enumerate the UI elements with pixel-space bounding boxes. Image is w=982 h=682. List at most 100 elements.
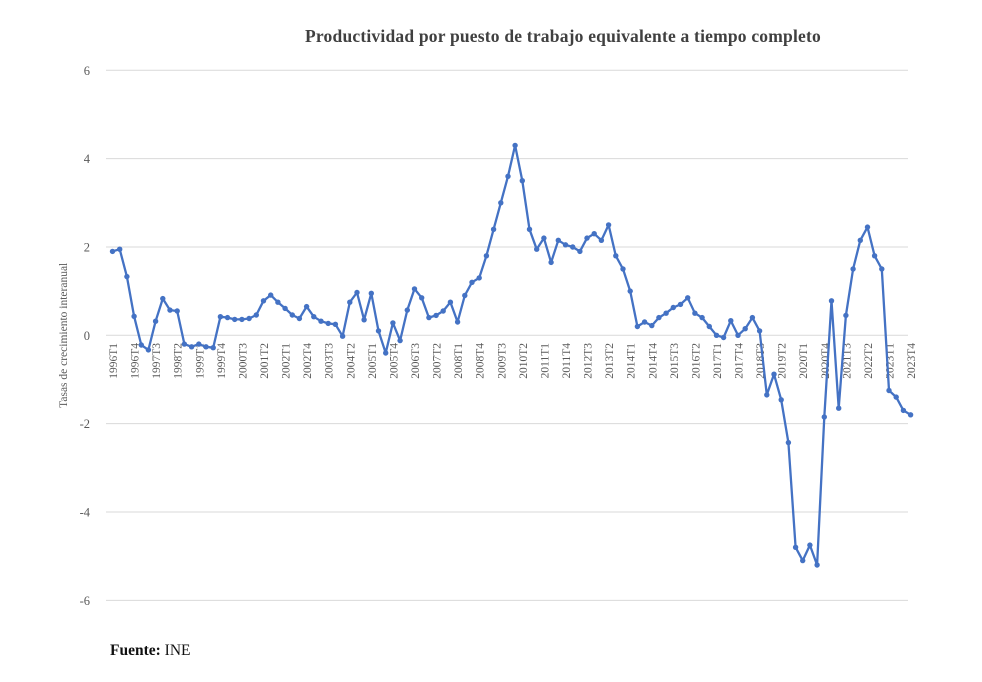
x-tick-label: 2014T4 [647,343,659,379]
data-point [685,295,691,301]
data-point [325,320,331,327]
data-point [498,200,504,206]
y-axis-title: Tasas de crecimiento interanual [58,263,70,408]
data-point [584,235,590,241]
data-point [311,314,317,320]
source-note: Fuente: INE [110,642,191,660]
data-point [483,253,490,259]
data-point [454,319,461,325]
data-point [354,289,360,296]
data-point [519,178,525,184]
data-point [117,246,123,252]
data-point [433,312,439,319]
data-point [656,314,662,321]
data-point [800,557,806,564]
data-point [843,312,849,319]
data-point [145,347,152,353]
x-tick-label: 2005T4 [388,343,400,379]
data-point [303,303,310,310]
data-point [627,288,633,294]
data-point [814,562,820,568]
data-point [850,266,856,272]
x-tick-label: 2010T2 [518,343,530,379]
data-point [490,226,497,232]
data-point [541,235,547,241]
x-tick-label: 2003T3 [324,343,336,379]
data-point [512,142,518,149]
x-tick-label: 2004T2 [345,343,357,379]
data-point [174,308,180,314]
data-point [735,332,741,338]
y-tick-label: 2 [84,240,90,254]
x-tick-label: 2007T2 [432,343,444,379]
data-point [756,328,763,334]
data-point [138,342,144,348]
data-point [210,345,216,351]
x-tick-label: 2023T4 [906,343,918,379]
data-point [785,439,792,446]
data-point [534,246,540,252]
data-point [462,292,468,299]
data-point [318,318,324,324]
data-point [469,279,475,285]
x-tick-label: 2017T4 [734,343,746,379]
data-point [447,299,454,305]
data-point [188,344,195,350]
x-tick-label: 2000T3 [237,343,249,379]
data-point [778,397,784,403]
data-point [131,313,137,319]
data-point [828,298,835,304]
data-point [857,237,863,243]
data-point [620,266,626,272]
data-point [677,301,684,308]
y-tick-label: -6 [80,594,90,608]
data-point [160,295,166,302]
data-point [634,323,641,330]
data-point [713,332,720,338]
data-point [871,253,878,259]
data-line [111,144,912,567]
x-tick-label: 1997T3 [151,343,163,379]
data-point [728,318,734,324]
x-tick-label: 2011T4 [561,343,573,379]
x-tick-label: 2008T1 [453,343,465,379]
data-point [641,319,648,325]
data-point [196,341,202,347]
data-point [900,407,907,414]
x-tick-label: 2012T3 [583,343,595,379]
data-point [232,316,238,323]
x-tick-label: 2011T1 [539,343,551,379]
x-tick-label: 2014T1 [626,343,638,379]
data-point [390,320,396,326]
x-tick-label: 2009T3 [496,343,508,379]
x-tick-label: 2020T4 [820,343,832,379]
data-point [771,371,777,377]
data-point [224,314,231,321]
data-point [203,344,209,350]
x-tick-label: 2016T2 [690,343,702,379]
data-point [217,314,224,320]
data-point [339,333,346,339]
data-point [742,326,748,332]
x-tick-label: 2019T2 [777,343,789,379]
chart-title: Productividad por puesto de trabajo equi… [305,26,821,46]
data-point [749,314,756,321]
data-point [577,248,583,255]
data-point [807,542,813,548]
y-tick-label: 4 [84,152,91,166]
source-value: INE [164,642,191,659]
data-point [296,315,303,322]
data-point [383,350,389,356]
data-point [152,318,159,324]
x-tick-label: 2021T3 [841,343,853,379]
data-point [275,299,281,305]
data-point [526,226,533,232]
data-point [167,307,173,313]
y-tick-label: 6 [84,64,90,78]
data-point [649,322,655,329]
x-tick-label: 1999T4 [216,343,228,379]
x-tick-label: 2008T4 [475,343,487,379]
data-point [347,299,353,305]
